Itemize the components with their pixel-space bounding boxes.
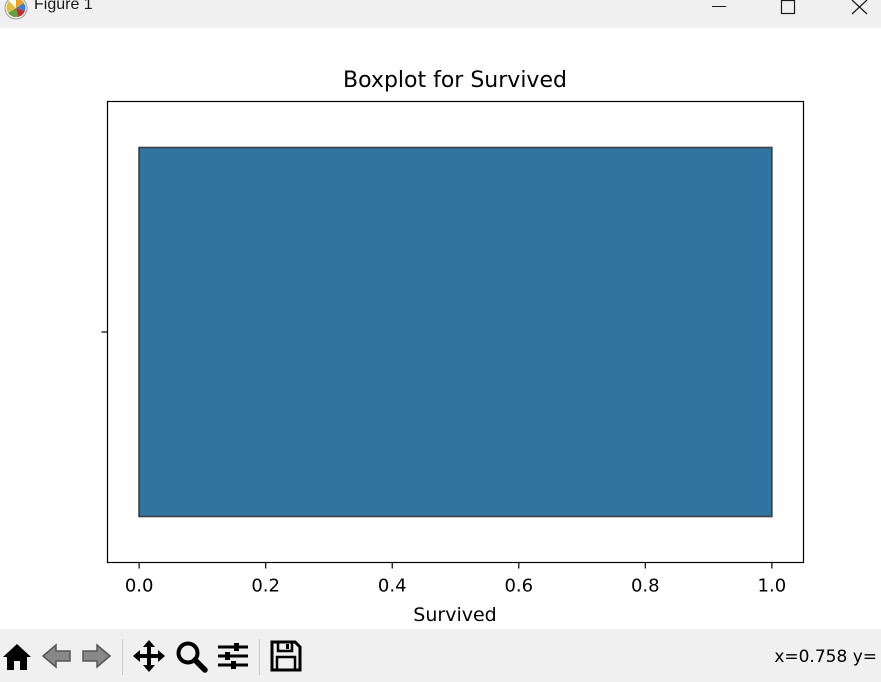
close-button[interactable] (836, 0, 881, 16)
axes-frame (106, 100, 805, 564)
save-button[interactable] (269, 639, 303, 673)
save-floppy-icon (270, 640, 302, 672)
toolbar-separator (122, 639, 123, 675)
toolbar-separator (259, 639, 260, 675)
cursor-coordinates: x=0.758 y= (774, 647, 877, 667)
x-tick-label: 0.2 (251, 576, 280, 597)
home-icon (3, 644, 31, 670)
window-titlebar: Figure 1 (0, 0, 881, 28)
configure-subplots-icon (218, 643, 248, 669)
x-tick-label: 1.0 (758, 576, 787, 597)
back-button[interactable] (40, 639, 74, 673)
close-icon (851, 0, 868, 15)
pan-button[interactable] (132, 639, 166, 673)
minimize-button[interactable] (696, 0, 742, 16)
x-tick-label: 0.6 (504, 576, 533, 597)
maximize-button[interactable] (765, 0, 811, 16)
home-button[interactable] (0, 639, 34, 673)
pan-move-icon (133, 640, 165, 672)
zoom-button[interactable] (174, 639, 208, 673)
boxplot-chart: Boxplot for Survived 0.0 0.2 0.4 0.6 0.8 1.0 … (101, 68, 805, 626)
figure-canvas[interactable]: Boxplot for Survived 0.0 0.2 0.4 0.6 0.8 1.0 … (0, 28, 881, 629)
x-tick-label: 0.8 (631, 576, 660, 597)
x-tick-label: 0.4 (378, 576, 407, 597)
chart-title: Boxplot for Survived (343, 68, 567, 93)
matplotlib-logo-icon (4, 0, 28, 20)
x-axis-label: Survived (413, 604, 496, 626)
maximize-icon (780, 0, 796, 15)
forward-button[interactable] (79, 639, 113, 673)
box-iqr (138, 146, 773, 518)
forward-arrow-icon (82, 643, 112, 669)
back-arrow-icon (41, 643, 71, 669)
window-title: Figure 1 (34, 0, 93, 13)
configure-subplots-button[interactable] (216, 639, 250, 673)
minimize-icon (712, 6, 726, 7)
zoom-magnifier-icon (176, 641, 208, 673)
x-tick-label: 0.0 (125, 576, 154, 597)
navigation-toolbar: x=0.758 y= (0, 629, 881, 682)
